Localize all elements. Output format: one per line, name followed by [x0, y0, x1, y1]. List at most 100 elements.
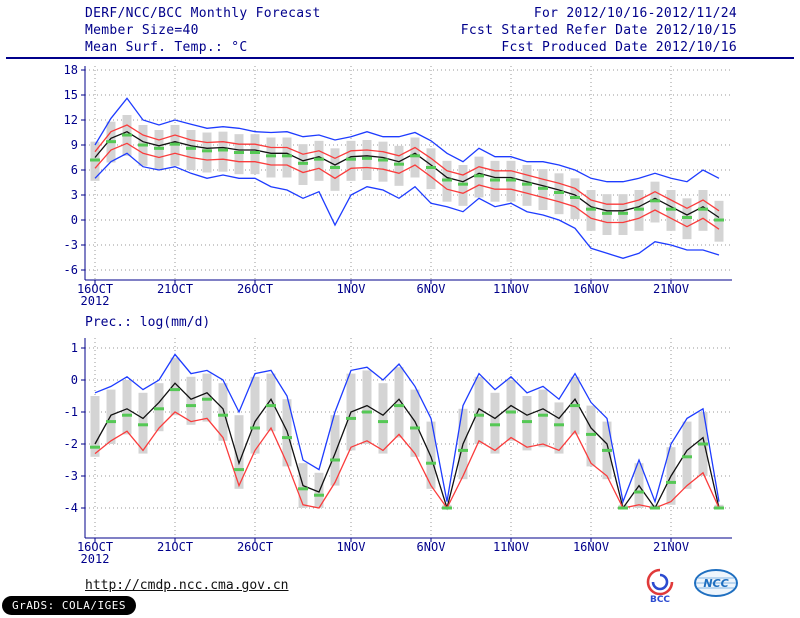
header-row-3: Mean Surf. Temp.: °C Fcst Produced Date …: [85, 40, 737, 56]
marker-ensemble-mean-dash: [170, 142, 180, 146]
marker-ensemble-mean-dash: [186, 404, 196, 408]
marker-ensemble-mean-dash: [250, 426, 260, 430]
series-line-upper-quartile: [94, 124, 720, 212]
produced-date: Fcst Produced Date 2012/10/16: [501, 40, 737, 55]
ensemble-spread-bar: [362, 139, 372, 180]
marker-ensemble-mean-dash: [426, 165, 436, 169]
marker-ensemble-mean-dash: [586, 432, 596, 436]
marker-ensemble-mean-dash: [426, 461, 436, 465]
x-tick-label: 16NOV: [573, 540, 609, 554]
ensemble-spread-bar: [106, 389, 116, 444]
variable-label: Mean Surf. Temp.: °C: [85, 40, 248, 55]
marker-ensemble-mean-dash: [554, 190, 564, 194]
ensemble-spread-bar: [186, 376, 196, 425]
y-tick-label: 18: [64, 63, 78, 77]
marker-ensemble-mean-dash: [410, 154, 420, 158]
marker-ensemble-mean-dash: [314, 157, 324, 161]
ensemble-spread-bar: [154, 383, 164, 432]
marker-ensemble-mean-dash: [346, 157, 356, 161]
marker-ensemble-mean-dash: [458, 448, 468, 452]
marker-ensemble-mean-dash: [650, 199, 660, 203]
marker-ensemble-mean-dash: [362, 410, 372, 414]
ensemble-spread-bar: [250, 376, 260, 454]
series-line-lower-quartile: [94, 411, 720, 510]
marker-ensemble-mean-dash: [106, 140, 116, 144]
marker-ensemble-mean-dash: [506, 178, 516, 182]
ensemble-spread-bar: [490, 392, 500, 454]
ensemble-spread-bar: [138, 392, 148, 454]
y-tick-label: 15: [64, 88, 78, 102]
marker-ensemble-mean-dash: [666, 207, 676, 211]
y-tick-label: 0: [71, 373, 78, 387]
y-tick-label: 3: [71, 188, 78, 202]
marker-ensemble-mean-dash: [138, 143, 148, 147]
marker-ensemble-mean-dash: [234, 468, 244, 472]
y-tick-label: -3: [64, 238, 78, 252]
marker-ensemble-mean-dash: [106, 420, 116, 424]
marker-ensemble-mean-dash: [362, 156, 372, 160]
ncc-logo: NCC: [694, 569, 738, 597]
y-tick-label: -4: [64, 501, 78, 515]
marker-ensemble-mean-dash: [714, 218, 724, 222]
x-tick-label: 26OCT: [237, 540, 273, 554]
ensemble-spread-bar: [186, 129, 196, 170]
header-row-1: DERF/NCC/BCC Monthly Forecast For 2012/1…: [85, 6, 737, 22]
ensemble-spread-bar: [554, 402, 564, 454]
marker-ensemble-mean-dash: [410, 426, 420, 430]
x-tick-label: 21OCT: [157, 540, 193, 554]
marker-ensemble-mean-dash: [474, 413, 484, 417]
forecast-range: For 2012/10/16-2012/11/24: [533, 6, 737, 21]
x-tick-label: 1NOV: [337, 540, 366, 554]
marker-ensemble-mean-dash: [138, 423, 148, 427]
ensemble-spread-bar: [410, 389, 420, 457]
marker-ensemble-mean-dash: [330, 458, 340, 462]
ensemble-spread-bar: [266, 373, 276, 432]
marker-ensemble-mean-dash: [570, 195, 580, 199]
marker-ensemble-mean-dash: [634, 490, 644, 494]
ensemble-spread-bar: [122, 380, 132, 435]
marker-ensemble-mean-dash: [522, 182, 532, 186]
marker-ensemble-mean-dash: [698, 207, 708, 211]
logos: BCC NCC: [638, 566, 740, 604]
marker-ensemble-mean-dash: [394, 162, 404, 166]
marker-ensemble-mean-dash: [442, 178, 452, 182]
marker-ensemble-mean-dash: [634, 207, 644, 211]
marker-ensemble-mean-dash: [522, 420, 532, 424]
x-tick-label: 6NOV: [417, 282, 446, 296]
y-tick-label: 6: [71, 163, 78, 177]
marker-ensemble-mean-dash: [378, 420, 388, 424]
y-tick-label: -1: [64, 405, 78, 419]
marker-ensemble-mean-dash: [618, 506, 628, 510]
ncc-logo-label: NCC: [703, 577, 728, 590]
ensemble-spread-bar: [426, 421, 436, 489]
marker-ensemble-mean-dash: [538, 186, 548, 190]
ensemble-spread-bar: [250, 134, 260, 175]
temperature-ensemble-chart: -6 -3 0 3 6 9 12 15 18 16OCT 21OCT 26OCT 1NOV 6NOV 11N…: [64, 63, 732, 308]
marker-ensemble-mean-dash: [266, 154, 276, 158]
x-tick-label: 21NOV: [653, 540, 689, 554]
marker-ensemble-mean-dash: [266, 404, 276, 408]
ensemble-spread-bar: [394, 145, 404, 186]
x-tick-label: 16OCT: [77, 282, 113, 296]
ensemble-spread-bar: [170, 357, 180, 416]
marker-ensemble-mean-dash: [186, 146, 196, 150]
marker-ensemble-mean-dash: [666, 480, 676, 484]
series-line-ensemble-max: [94, 97, 720, 183]
marker-ensemble-mean-dash: [538, 413, 548, 417]
ensemble-spread-bar: [234, 134, 244, 175]
header-row-2: Member Size=40 Fcst Started Refer Date 2…: [85, 23, 737, 39]
marker-ensemble-mean-dash: [170, 388, 180, 392]
grads-stamp: GrADS: COLA/IGES: [2, 596, 136, 615]
series-line-ensemble-max: [94, 353, 720, 504]
marker-ensemble-mean-dash: [490, 423, 500, 427]
source-url-link[interactable]: http://cmdp.ncc.cma.gov.cn: [85, 578, 289, 593]
series-line-ensemble-min: [94, 152, 720, 259]
marker-ensemble-mean-dash: [554, 423, 564, 427]
y-tick-label: 12: [64, 113, 78, 127]
x-tick-label: 16NOV: [573, 282, 609, 296]
header-divider: [6, 57, 794, 59]
ensemble-spread-bar: [394, 367, 404, 438]
marker-ensemble-mean-dash: [458, 182, 468, 186]
ensemble-spread-bar: [410, 137, 420, 178]
refer-date: Fcst Started Refer Date 2012/10/15: [460, 23, 737, 38]
